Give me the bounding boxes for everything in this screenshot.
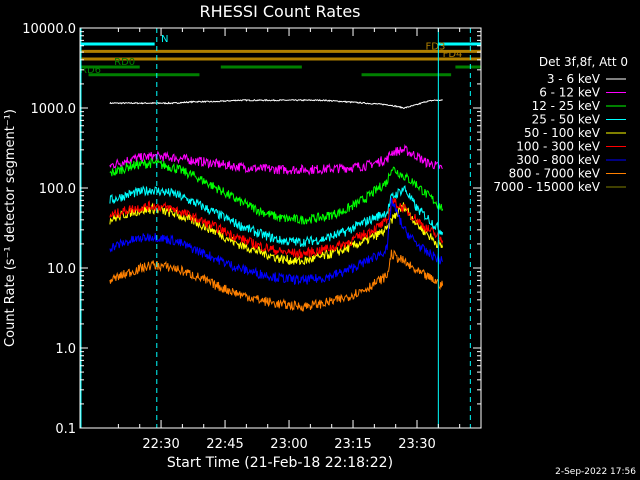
x-axis-label: Start Time (21-Feb-18 22:18:22): [167, 455, 393, 471]
legend-label: 3 - 6 keV: [547, 72, 601, 86]
status-bar-label: FD3: [426, 41, 446, 52]
series-line: [109, 197, 444, 259]
series-line: [109, 197, 444, 286]
x-tick-label: 22:45: [206, 437, 243, 452]
x-axis-ticks: 22:30 22:45 23:00 23:15 23:30: [117, 28, 482, 452]
x-tick-label: 23:30: [398, 437, 435, 452]
y-axis-label: Count Rate (s⁻¹ detector segment⁻¹): [3, 109, 18, 347]
x-tick-label: 23:15: [334, 437, 371, 452]
chart-title: RHESSI Count Rates: [200, 2, 361, 21]
legend-label: 12 - 25 keV: [532, 99, 601, 113]
series-line: [109, 185, 444, 248]
plot-frame: [79, 27, 482, 429]
legend-label: 25 - 50 keV: [532, 113, 601, 127]
y-tick-label: 10.0: [47, 262, 76, 277]
footer-date: 2-Sep-2022 17:56: [555, 467, 636, 477]
x-tick-label: 22:30: [142, 437, 179, 452]
y-axis-ticks: 10000.0 1000.0 100.0 10.0 1.0 0.1: [22, 22, 481, 437]
series-line: [109, 98, 443, 109]
status-bar-label: FD4: [443, 49, 463, 60]
y-tick-label: 1.0: [55, 342, 76, 357]
legend-label: 50 - 100 keV: [524, 126, 601, 140]
legend-label: 800 - 7000 keV: [509, 167, 601, 181]
status-bar-label: RD0: [114, 57, 135, 68]
status-bar-label: N: [161, 34, 168, 45]
series-line: [109, 157, 444, 225]
series-line: [109, 202, 444, 266]
legend-label: 7000 - 15000 keV: [493, 180, 600, 194]
y-tick-label: 0.1: [55, 422, 76, 437]
x-tick-label: 23:00: [270, 437, 307, 452]
series-lines: [109, 98, 444, 312]
legend-label: 6 - 12 keV: [539, 86, 601, 100]
series-line: [109, 143, 443, 176]
legend-label: 300 - 800 keV: [516, 153, 600, 167]
y-tick-label: 10000.0: [22, 22, 76, 37]
y-tick-label: 1000.0: [31, 102, 77, 117]
legend-title: Det 3f,8f, Att 0: [539, 55, 628, 69]
status-bar-label: RD6: [80, 65, 101, 76]
legend-label: 100 - 300 keV: [516, 140, 600, 154]
y-tick-label: 100.0: [39, 182, 76, 197]
attenuator-lines: [80, 28, 471, 428]
series-line: [109, 249, 444, 312]
